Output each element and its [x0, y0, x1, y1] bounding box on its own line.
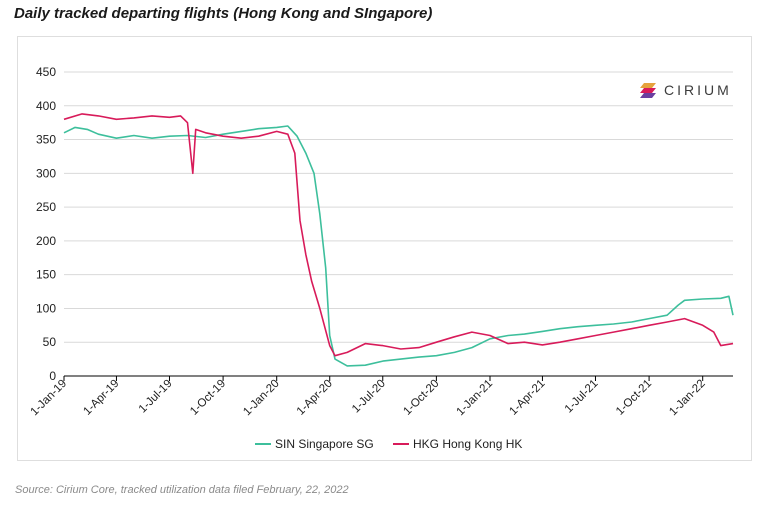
chart-frame: [17, 36, 752, 461]
x-tick-label: 1-Jan-21: [455, 378, 496, 419]
cirium-logo-icon: [640, 83, 656, 98]
x-tick-label: 1-Apr-20: [295, 378, 335, 418]
y-tick-label: 300: [36, 166, 56, 180]
cirium-logo-text: CIRIUM: [664, 82, 732, 98]
x-tick-label: 1-Jan-20: [241, 378, 282, 419]
x-tick-label: 1-Oct-19: [188, 378, 228, 418]
y-tick-label: 150: [36, 268, 56, 282]
x-tick-label: 1-Jul-20: [350, 378, 388, 416]
x-tick-label: 1-Oct-21: [614, 378, 654, 418]
series-line-hkg: [63, 113, 734, 357]
y-tick-label: 50: [43, 335, 57, 349]
x-tick-label: 1-Jul-19: [137, 378, 175, 416]
source-note: Source: Cirium Core, tracked utilization…: [15, 484, 349, 496]
x-tick-label: 1-Jan-19: [29, 378, 70, 419]
cirium-logo: CIRIUM: [640, 80, 732, 100]
y-tick-label: 350: [36, 133, 56, 147]
x-tick-label: 1-Jan-22: [667, 378, 708, 419]
chart-title: Daily tracked departing flights (Hong Ko…: [14, 5, 433, 22]
y-tick-label: 250: [36, 200, 56, 214]
x-tick-label: 1-Apr-19: [81, 378, 121, 418]
x-tick-label: 1-Apr-21: [507, 378, 547, 418]
y-tick-label: 400: [36, 99, 56, 113]
y-tick-label: 200: [36, 234, 56, 248]
x-tick-label: 1-Jul-21: [563, 378, 601, 416]
legend-label-sin: SIN Singapore SG: [275, 437, 374, 451]
x-tick-label: 1-Oct-20: [401, 378, 441, 418]
series-line-sin: [63, 125, 734, 367]
legend-label-hkg: HKG Hong Kong HK: [413, 437, 522, 451]
y-tick-label: 100: [36, 301, 56, 315]
y-tick-label: 450: [36, 65, 56, 79]
y-tick-label: 0: [49, 369, 56, 383]
